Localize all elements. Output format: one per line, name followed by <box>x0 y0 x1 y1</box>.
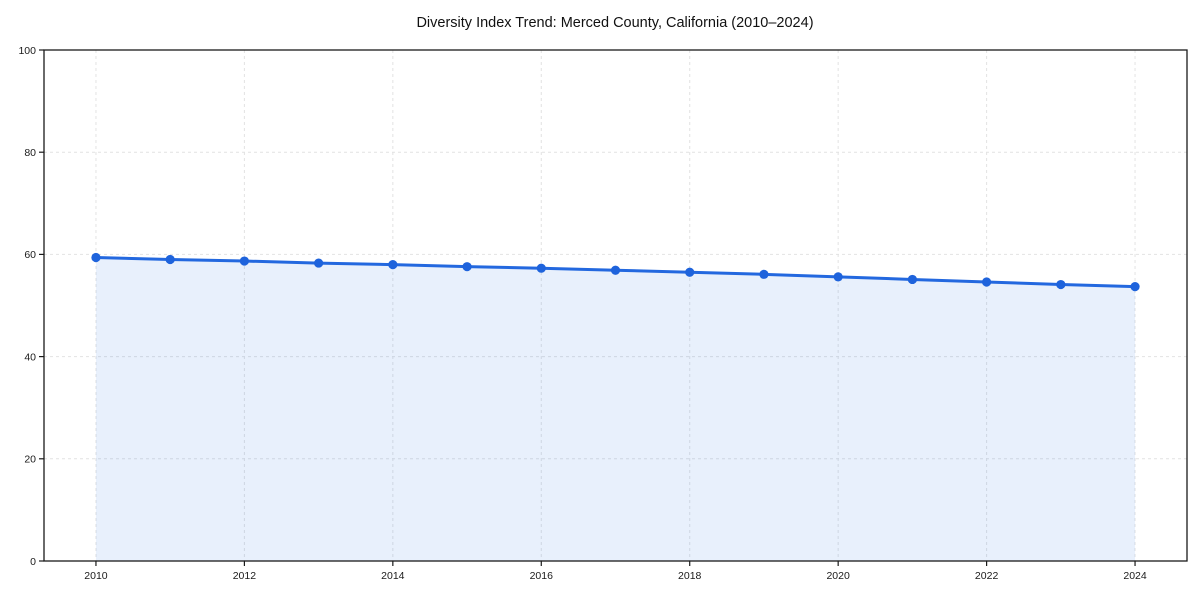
x-tick-label: 2014 <box>381 570 405 582</box>
y-tick-label: 60 <box>24 249 36 261</box>
x-tick-label: 2012 <box>233 570 257 582</box>
data-point-2013 <box>314 258 324 268</box>
area-fill-layer <box>95 257 1136 561</box>
data-point-2020 <box>833 272 843 282</box>
y-tick-label: 0 <box>30 556 36 568</box>
y-tick-label: 100 <box>18 45 36 57</box>
data-point-2012 <box>239 256 249 266</box>
gridlines-layer <box>44 50 1187 561</box>
data-point-2019 <box>759 269 769 279</box>
data-point-2015 <box>462 262 472 272</box>
data-point-2022 <box>982 277 992 287</box>
x-tick-label: 2016 <box>530 570 554 582</box>
x-tick-label: 2022 <box>975 570 999 582</box>
chart-title: Diversity Index Trend: Merced County, Ca… <box>416 15 813 31</box>
data-point-2018 <box>685 267 695 277</box>
tick-labels-layer: 2010 2012 2014 2016 2018 2020 2022 2024 0 20 40 60 8… <box>18 45 1146 582</box>
x-tick-label: 2010 <box>84 570 108 582</box>
data-point-2014 <box>388 260 398 270</box>
data-point-2021 <box>907 274 917 285</box>
x-tick-label: 2018 <box>678 570 702 582</box>
axes-layer <box>39 49 1188 566</box>
data-points-layer <box>91 252 1140 292</box>
plot-border <box>43 49 1188 562</box>
data-point-2017 <box>610 265 621 275</box>
data-point-2024 <box>1130 281 1140 292</box>
y-tick-label: 40 <box>24 351 36 363</box>
data-point-2010 <box>91 252 101 263</box>
series-area-fill <box>95 257 1136 561</box>
x-tick-label: 2020 <box>826 570 850 582</box>
data-point-2016 <box>536 263 546 273</box>
x-tick-label: 2024 <box>1123 570 1147 582</box>
data-point-2011 <box>165 254 175 265</box>
y-tick-label: 20 <box>24 454 36 466</box>
y-tick-label: 80 <box>24 147 36 159</box>
data-point-2023 <box>1056 279 1066 290</box>
